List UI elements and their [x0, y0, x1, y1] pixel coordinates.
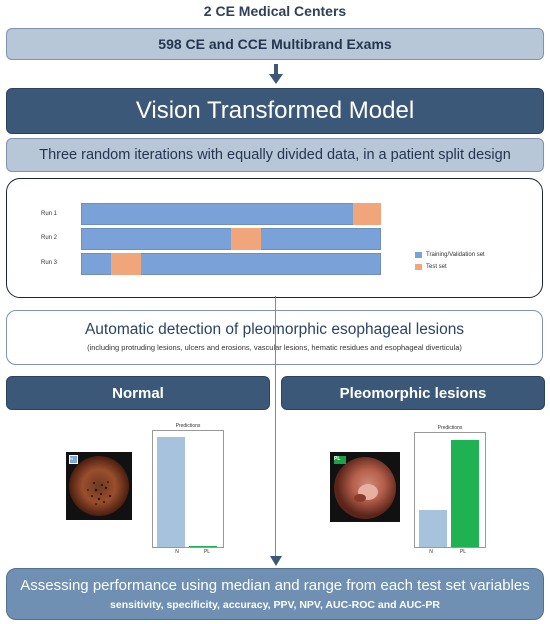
normal-image-badge: N — [69, 455, 78, 464]
iterations-box: Three random iterations with equally div… — [6, 138, 544, 172]
normal-chart-tick-pl: PL — [203, 549, 211, 555]
legend-test: Test set — [415, 264, 447, 270]
pleomorphic-chart-tick-pl: PL — [459, 549, 467, 555]
legend-train-label: Training/Validation set — [426, 252, 485, 258]
run-bars — [81, 203, 381, 279]
legend-train: Training/Validation set — [415, 252, 485, 258]
normal-chart-bar-n — [157, 437, 185, 547]
pleomorphic-chart-title: Predictions — [437, 425, 463, 431]
run-test-segment-2 — [231, 228, 261, 250]
pleomorphic-endoscopy-picture — [334, 457, 396, 519]
detection-subtitle: (including protruding lesions, ulcers an… — [87, 343, 462, 352]
down-arrow-icon — [269, 64, 283, 84]
normal-chart-title: Predictions — [175, 423, 201, 429]
normal-predictions-chart: Predictions N PL — [152, 423, 224, 555]
assessment-box: Assessing performance using median and r… — [6, 568, 544, 620]
legend-test-swatch — [415, 264, 422, 270]
normal-endoscopy-image: N — [66, 452, 132, 520]
pleomorphic-image-badge: PL — [334, 456, 346, 464]
run-label-2: Run 2 — [40, 235, 57, 241]
run-test-segment-3 — [111, 253, 141, 275]
normal-header: Normal — [6, 376, 270, 410]
normal-endoscopy-picture — [69, 456, 129, 516]
legend-test-label: Test set — [426, 264, 447, 270]
assessment-subtitle: sensitivity, specificity, accuracy, PPV,… — [110, 599, 440, 611]
run-bar-1 — [81, 203, 381, 225]
normal-chart-tick-n: N — [175, 549, 179, 555]
run-label-1: Run 1 — [40, 211, 57, 217]
run-bar-3 — [81, 253, 381, 275]
down-arrow-small-icon — [270, 556, 282, 566]
run-label-3: Run 3 — [40, 260, 57, 266]
pleomorphic-header: Pleomorphic lesions — [281, 376, 545, 410]
pleomorphic-predictions-chart: Predictions N PL — [414, 425, 486, 555]
pleomorphic-chart-bar-n — [419, 509, 447, 547]
legend-train-swatch — [415, 252, 422, 258]
center-divider — [275, 296, 276, 558]
pleomorphic-endoscopy-image: PL — [330, 452, 400, 522]
runs-panel: Run 1 Run 2 Run 3 Training/Validation se… — [6, 178, 543, 298]
centers-title: 2 CE Medical Centers — [203, 3, 347, 19]
pleomorphic-chart-bar-pl — [451, 440, 479, 547]
model-box: Vision Transformed Model — [6, 88, 544, 134]
normal-chart-bar-pl — [189, 545, 217, 547]
run-test-segment-1 — [352, 203, 381, 225]
pleomorphic-chart-tick-n: N — [429, 549, 433, 555]
detection-box: Automatic detection of pleomorphic esoph… — [6, 310, 543, 365]
assessment-title: Assessing performance using median and r… — [20, 577, 530, 594]
detection-title: Automatic detection of pleomorphic esoph… — [84, 321, 465, 338]
exams-box: 598 CE and CCE Multibrand Exams — [6, 28, 544, 60]
